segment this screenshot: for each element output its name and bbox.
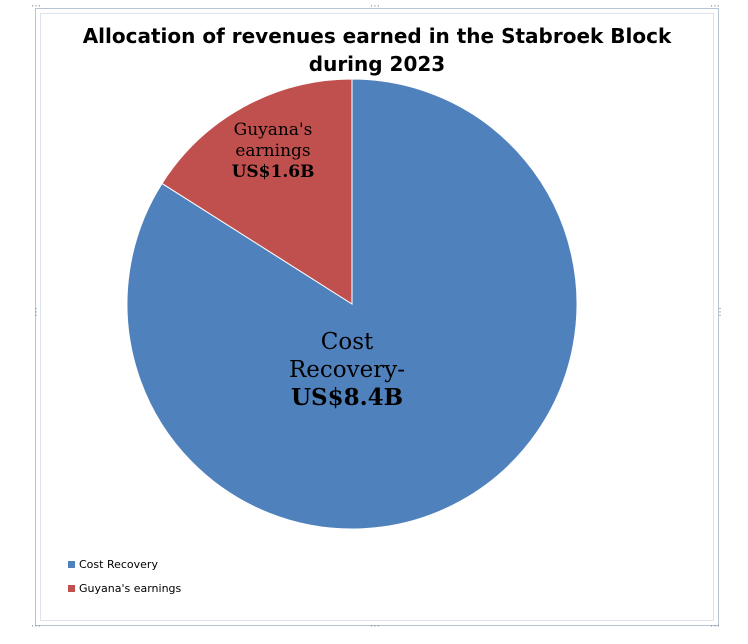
data-label-guyana-line-2: earnings [235,141,311,161]
pie-slice-guyana-s-earnings[interactable] [161,78,353,305]
chart-title-line-1: Allocation of revenues earned in the Sta… [82,24,672,48]
data-label-guyana-earnings[interactable]: Guyana's earnings US$1.6B [208,120,338,183]
legend-label-cost-recovery: Cost Recovery [79,558,158,571]
legend-swatch-cost-recovery [68,561,75,568]
resize-handle-bottom-left[interactable]: ⋯ [31,621,42,632]
data-label-cost-value: US$8.4B [290,384,404,411]
resize-handle-top[interactable]: ⋯ [370,1,381,12]
legend-swatch-guyana-earnings [68,585,75,592]
resize-handle-top-left[interactable]: ⋯ [31,1,42,12]
legend-item-guyana-earnings[interactable]: Guyana's earnings [68,582,181,595]
resize-handle-right[interactable]: ⋮ [715,307,726,318]
data-label-cost-recovery[interactable]: Cost Recovery- US$8.4B [262,328,432,412]
resize-handle-left[interactable]: ⋮ [31,307,42,318]
chart-title[interactable]: Allocation of revenues earned in the Sta… [40,22,714,78]
data-label-guyana-value: US$1.6B [231,162,315,182]
data-label-cost-line-2: Recovery- [288,357,406,383]
legend-item-cost-recovery[interactable]: Cost Recovery [68,558,158,571]
chart-title-line-2: during 2023 [308,52,446,76]
resize-handle-bottom-right[interactable]: ⋯ [710,621,721,632]
data-label-cost-line-1: Cost [320,329,374,355]
resize-handle-bottom[interactable]: ⋯ [370,621,381,632]
data-label-guyana-line-1: Guyana's [233,120,313,140]
resize-handle-top-right[interactable]: ⋯ [710,1,721,12]
legend-label-guyana-earnings: Guyana's earnings [79,582,182,595]
